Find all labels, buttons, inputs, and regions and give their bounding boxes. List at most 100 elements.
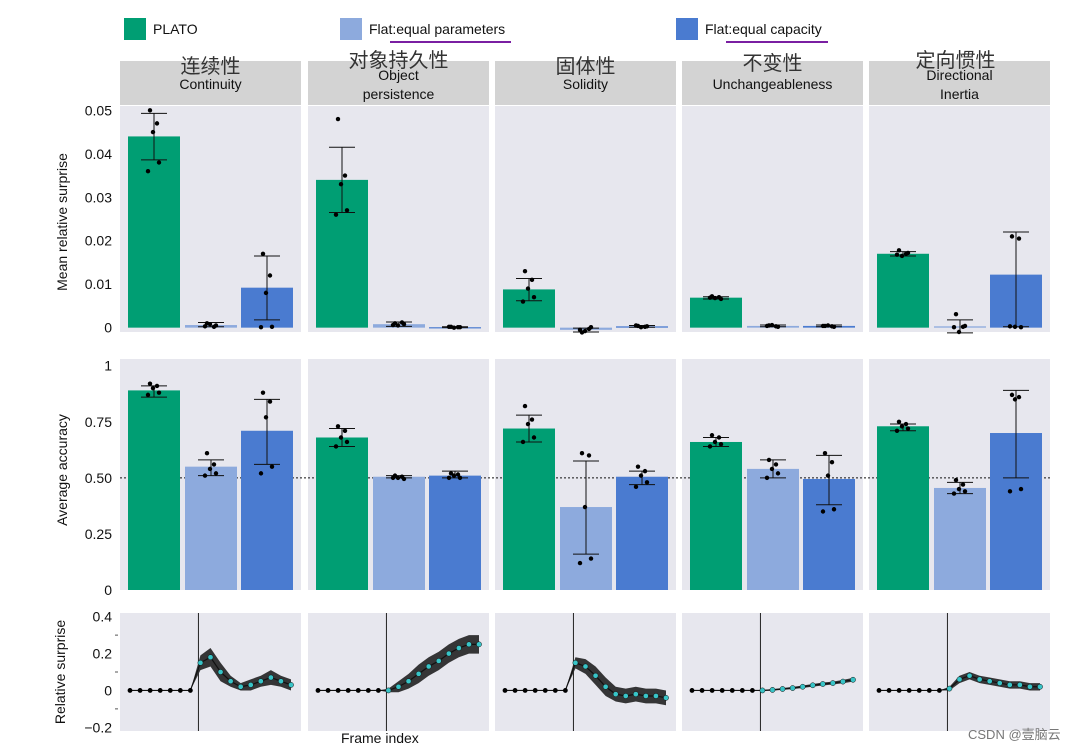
y-tick-label: 0 <box>104 320 112 336</box>
surprise-point <box>936 688 942 693</box>
panel-header <box>682 61 863 105</box>
y-axis-label: Relative surprise <box>52 619 68 725</box>
legend-underline <box>726 41 828 43</box>
surprise-point <box>127 688 133 693</box>
data-point <box>522 268 528 274</box>
y-tick-label: 0.2 <box>93 646 113 662</box>
legend-label: PLATO <box>153 21 198 37</box>
data-point <box>582 328 588 334</box>
surprise-point <box>532 688 538 693</box>
data-point <box>531 295 537 300</box>
data-point <box>953 477 959 483</box>
data-point <box>588 556 594 561</box>
surprise-point <box>237 683 244 690</box>
data-point <box>269 464 275 469</box>
data-point <box>150 129 156 135</box>
data-point <box>263 290 269 296</box>
data-point <box>769 466 775 472</box>
surprise-point <box>385 687 392 694</box>
surprise-point <box>562 688 568 693</box>
data-point <box>707 444 713 449</box>
y-tick-label: 0.03 <box>85 189 112 205</box>
surprise-point <box>996 680 1003 686</box>
data-point <box>529 277 535 283</box>
surprise-point <box>456 645 462 651</box>
data-point <box>633 323 639 328</box>
data-point <box>1012 324 1018 329</box>
surprise-band <box>130 648 291 691</box>
legend-underline <box>390 41 512 43</box>
surprise-point <box>268 674 274 681</box>
surprise-point <box>719 688 725 693</box>
y-tick-label: 0.4 <box>93 609 113 625</box>
watermark: CSDN @壹脑云 <box>968 727 1061 742</box>
legend-item: Flat: equal parameters <box>340 17 512 43</box>
surprise-point <box>622 693 629 699</box>
line-panel-bg <box>682 613 863 731</box>
surprise-point <box>365 688 371 693</box>
surprise-band <box>318 635 479 693</box>
data-point <box>267 399 273 404</box>
accuracy-bar <box>690 441 742 590</box>
data-point <box>899 253 905 259</box>
data-point <box>451 473 457 478</box>
surprise-point <box>466 641 472 648</box>
data-point <box>638 325 644 330</box>
data-point <box>951 325 957 330</box>
data-point <box>1012 397 1018 402</box>
surprise-point <box>582 663 589 670</box>
data-point <box>260 251 266 256</box>
legend-label-detail: equal capacity <box>726 21 828 43</box>
data-point <box>822 450 828 456</box>
line-panel-bg <box>869 613 1050 731</box>
surprise-point <box>502 688 508 693</box>
panel-header <box>495 61 676 105</box>
surprise-point <box>769 687 776 693</box>
data-point <box>457 475 463 481</box>
data-point <box>448 471 454 476</box>
data-point <box>333 444 339 449</box>
legend-item: PLATO <box>124 17 198 41</box>
data-point <box>903 421 909 427</box>
data-point <box>531 435 537 440</box>
surprise-point <box>709 688 715 693</box>
data-point <box>333 212 339 217</box>
data-point <box>1016 236 1022 241</box>
data-point <box>202 473 208 478</box>
surprise-point <box>247 682 254 688</box>
data-point <box>446 324 452 329</box>
surprise-point <box>187 688 193 693</box>
data-point <box>267 273 273 278</box>
surprise-point <box>217 669 224 675</box>
surprise-point <box>632 691 639 697</box>
accuracy-bar <box>747 468 799 590</box>
data-point <box>154 121 160 126</box>
data-point <box>718 296 724 302</box>
data-point <box>775 324 781 329</box>
data-point <box>820 509 826 514</box>
data-point <box>395 475 401 481</box>
data-point <box>529 417 535 422</box>
data-point <box>894 428 900 433</box>
data-point <box>825 323 831 328</box>
surprise-point <box>137 688 143 693</box>
accuracy-bar <box>128 390 180 590</box>
y-tick-label: 0.05 <box>85 102 112 118</box>
surprise-point <box>699 688 705 693</box>
data-point <box>825 473 831 478</box>
surprise-point <box>405 678 412 685</box>
surprise-point <box>522 688 528 693</box>
surprise-point <box>926 688 932 693</box>
panel-title: persistence <box>362 86 435 102</box>
data-point <box>260 390 266 395</box>
data-point <box>455 472 461 477</box>
accuracy-bar <box>185 466 237 590</box>
surprise-point <box>1037 683 1043 690</box>
data-point <box>764 475 770 481</box>
data-point <box>204 450 210 456</box>
data-point <box>962 489 968 494</box>
surprise-point <box>809 682 816 689</box>
data-point <box>718 442 724 447</box>
surprise-point <box>759 687 766 694</box>
data-point <box>335 116 341 122</box>
